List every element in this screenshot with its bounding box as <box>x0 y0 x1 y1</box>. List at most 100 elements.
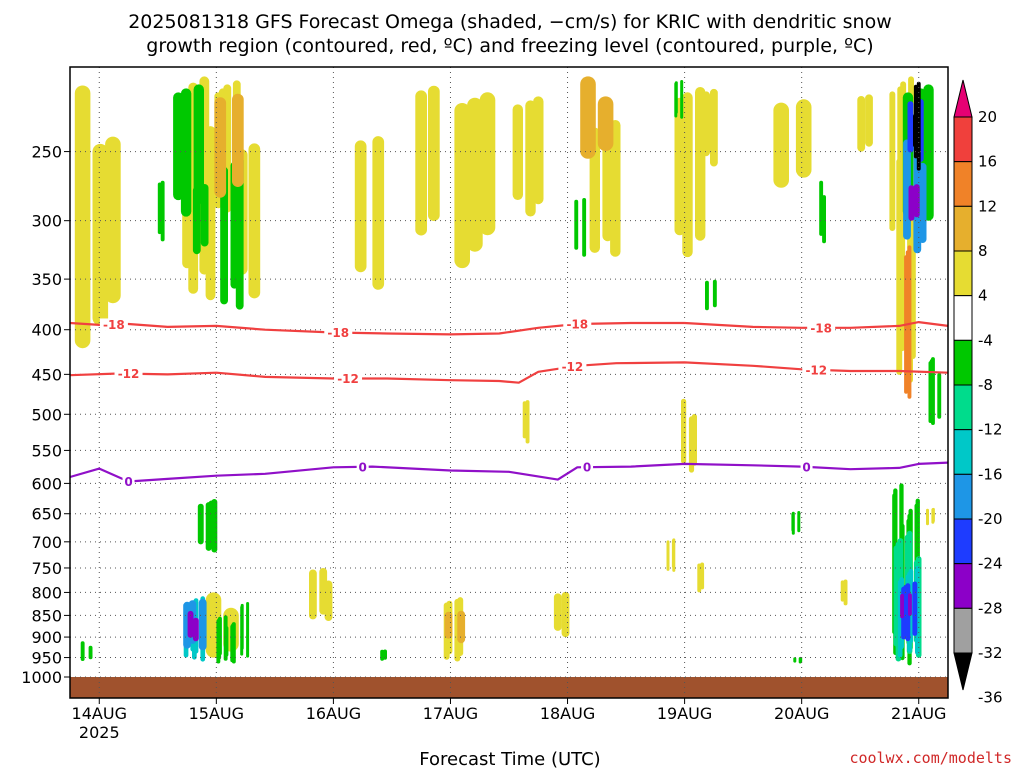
chart-title-line-2: growth region (contoured, red, ºC) and f… <box>146 35 873 57</box>
omega-cell <box>672 538 676 572</box>
omega-cell <box>533 96 544 205</box>
omega-cell <box>702 91 710 157</box>
chart-title-line-1: 2025081318 GFS Forecast Omega (shaded, −… <box>128 11 892 33</box>
omega-cell <box>674 81 678 114</box>
omega-cell <box>900 593 904 619</box>
omega-cell <box>160 180 165 242</box>
contour-label-bg <box>99 318 128 331</box>
credit-text: coolwx.com/modelts <box>849 749 1012 767</box>
omega-cell <box>681 398 687 464</box>
omega-cell <box>193 84 204 205</box>
omega-cell <box>574 199 579 250</box>
axes-layer: 250 300 350 400 450 500 550 600 650 700 750 800 850 9… <box>21 66 949 742</box>
plot-frame <box>69 66 949 699</box>
colorbar-label: -12 <box>978 421 1003 439</box>
omega-cell <box>218 616 222 656</box>
colorbar-box <box>953 205 973 252</box>
omega-cell <box>913 113 918 148</box>
omega-cell <box>224 626 229 657</box>
colorbar-box <box>953 295 973 341</box>
y-tick-label: 800 <box>31 583 62 602</box>
colorbar-box <box>953 563 973 609</box>
omega-cell <box>907 101 914 153</box>
omega-cell <box>187 610 194 638</box>
omega-cell <box>597 96 614 151</box>
omega-cell <box>822 195 826 244</box>
y-tick-label: 300 <box>31 212 62 231</box>
contour-line <box>69 361 949 384</box>
contour-label: -18 <box>103 318 125 332</box>
omega-cell <box>700 562 705 590</box>
omega-cell <box>192 186 201 255</box>
colorbar-box <box>953 250 973 297</box>
omega-cell <box>383 649 387 660</box>
x-tick-label: 14AUG <box>72 704 127 723</box>
contour-label: -12 <box>562 360 584 374</box>
omega-cell <box>232 93 244 187</box>
omega-cell <box>797 511 801 533</box>
x-axis-title: Forecast Time (UTC) <box>419 749 600 768</box>
contour-label: 0 <box>124 475 132 489</box>
omega-cell <box>799 656 803 663</box>
y-tick-label: 400 <box>31 321 62 340</box>
y-tick-label: 900 <box>31 628 62 647</box>
omega-cell <box>908 185 915 221</box>
omega-cell <box>205 126 216 301</box>
contour-label-bg <box>802 363 831 376</box>
y-tick-label: 700 <box>31 533 62 552</box>
x-tick-label: 21AUG <box>891 704 946 723</box>
omega-cell <box>248 143 261 299</box>
omega-cell <box>931 507 935 523</box>
contour-label-bg <box>334 372 363 385</box>
omega-cell <box>691 414 697 466</box>
omega-cell <box>589 127 600 253</box>
contour-label-bg <box>356 460 369 473</box>
colorbar-label: 4 <box>978 287 988 305</box>
colorbar-label: 12 <box>978 197 997 215</box>
colorbar-label: -36 <box>978 689 1003 707</box>
omega-cell <box>105 136 121 304</box>
contour-label-bg <box>581 461 594 474</box>
chart-title: 2025081318 GFS Forecast Omega (shaded, −… <box>128 11 892 57</box>
omega-cell <box>309 569 317 620</box>
x-tick-label: 17AUG <box>423 704 478 723</box>
terrain-band <box>70 677 948 698</box>
omega-cell <box>354 140 367 273</box>
y-tick-label: 450 <box>31 365 62 384</box>
omega-cell <box>710 88 718 167</box>
omega-cell <box>198 598 207 651</box>
colorbar-box <box>953 161 973 207</box>
omega-cell <box>582 198 587 257</box>
omega-cell <box>907 245 912 399</box>
omega-cell <box>211 499 218 553</box>
omega-cell <box>324 580 333 621</box>
grid-layer <box>70 67 948 698</box>
colorbar-cap-top <box>953 79 973 118</box>
omega-cell <box>680 80 684 119</box>
x-tick-year-label: 2025 <box>79 723 120 742</box>
omega-cell <box>553 593 562 631</box>
colorbar-label: 16 <box>978 153 997 171</box>
omega-cell <box>415 90 427 236</box>
contour-label: 0 <box>358 460 366 474</box>
omega-cell <box>561 591 570 638</box>
y-tick-label: 850 <box>31 606 62 625</box>
colorbar-label: -16 <box>978 465 1003 483</box>
omega-cell <box>231 622 236 664</box>
omega-cell <box>240 603 244 650</box>
colorbar-cap-bottom <box>953 652 973 691</box>
omega-cell <box>705 280 709 311</box>
omega-cell <box>937 373 942 419</box>
contour-line <box>69 461 949 483</box>
omega-cell <box>682 92 693 258</box>
x-tick-label: 15AUG <box>189 704 244 723</box>
x-tick-label: 20AUG <box>774 704 829 723</box>
colorbar-label: -24 <box>978 555 1003 573</box>
contour-label: -18 <box>327 326 349 340</box>
omega-cell <box>791 511 795 535</box>
omega-cell <box>793 657 797 663</box>
y-tick-label: 600 <box>31 474 62 493</box>
contour-label: -12 <box>118 367 140 381</box>
omega-cell <box>773 102 789 188</box>
omega-cell <box>525 400 530 444</box>
